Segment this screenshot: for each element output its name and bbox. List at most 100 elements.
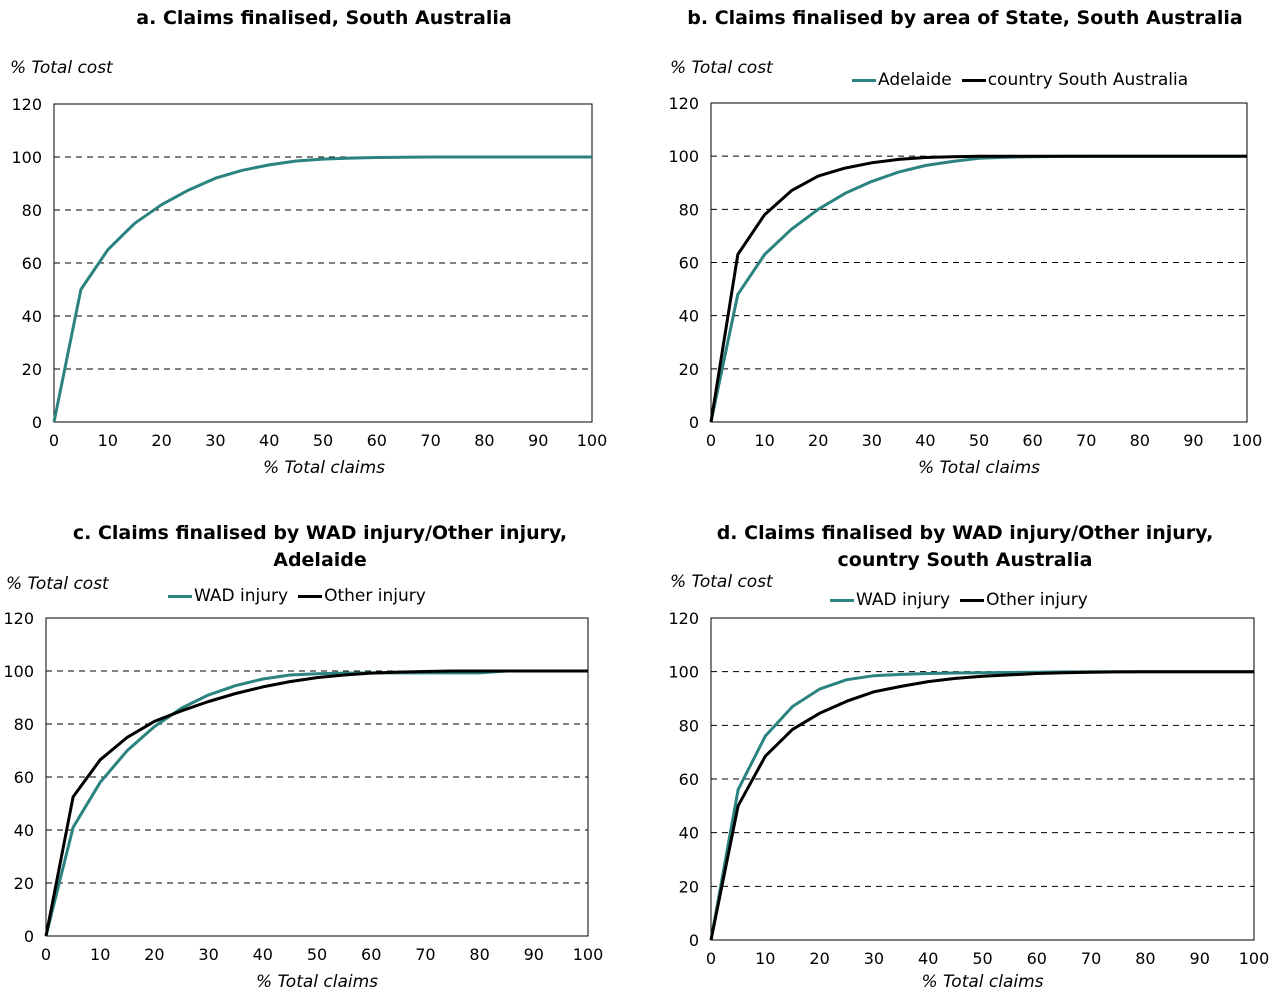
legend-item: Other injury	[960, 590, 1088, 610]
y-tick-label: 120	[3, 609, 34, 628]
x-tick-label: 70	[1076, 431, 1096, 450]
y-tick-label: 80	[679, 716, 699, 735]
x-tick-label: 30	[205, 431, 225, 450]
x-tick-label: 100	[1232, 431, 1263, 450]
legend: WAD injury Other injury	[168, 586, 436, 606]
x-tick-label: 90	[1190, 949, 1210, 968]
x-tick-label: 90	[1183, 431, 1203, 450]
legend-label: WAD injury	[194, 586, 289, 606]
y-tick-label: 0	[689, 931, 699, 950]
y-tick-label: 0	[689, 413, 699, 432]
x-axis-label: % Total claims	[917, 458, 1041, 478]
y-tick-label: 60	[679, 254, 699, 273]
y-tick-label: 100	[11, 148, 42, 167]
chart-title: d. Claims finalised by WAD injury/Other …	[716, 522, 1214, 571]
y-tick-label: 80	[679, 200, 699, 219]
legend-item: Other injury	[298, 586, 426, 606]
x-tick-label: 30	[198, 945, 218, 964]
y-tick-label: 40	[22, 307, 42, 326]
y-axis-label: % Total cost	[6, 574, 109, 594]
legend: Adelaide country South Australia	[852, 70, 1198, 90]
y-tick-label: 80	[22, 201, 42, 220]
chart-title: a. Claims finalised, South Australia	[136, 7, 512, 29]
legend-label: Other injury	[986, 590, 1088, 610]
y-axis-label: % Total cost	[670, 58, 773, 78]
x-tick-label: 0	[706, 949, 716, 968]
y-tick-label: 120	[668, 94, 699, 113]
x-tick-label: 50	[313, 431, 333, 450]
y-tick-label: 80	[14, 715, 34, 734]
plot-frame	[53, 103, 593, 423]
y-axis-label: % Total cost	[10, 58, 113, 78]
x-tick-label: 20	[151, 431, 171, 450]
legend-label: country South Australia	[987, 70, 1189, 90]
x-tick-label: 0	[706, 431, 716, 450]
y-tick-label: 60	[22, 254, 42, 273]
y-tick-label: 20	[22, 360, 42, 379]
x-tick-label: 50	[972, 949, 992, 968]
x-tick-label: 90	[524, 945, 544, 964]
y-tick-label: 60	[679, 770, 699, 789]
legend-swatch	[852, 78, 876, 82]
x-tick-label: 90	[528, 431, 548, 450]
y-tick-label: 100	[668, 147, 699, 166]
x-tick-label: 10	[755, 949, 775, 968]
x-tick-label: 60	[367, 431, 387, 450]
y-tick-label: 40	[679, 824, 699, 843]
x-tick-label: 40	[915, 431, 935, 450]
x-tick-label: 100	[573, 945, 604, 964]
x-tick-label: 20	[808, 431, 828, 450]
x-tick-label: 70	[415, 945, 435, 964]
y-axis-label: % Total cost	[670, 572, 773, 592]
series-line-0	[709, 670, 1254, 941]
y-tick-label: 20	[679, 360, 699, 379]
y-tick-label: 120	[11, 95, 42, 114]
x-tick-label: 40	[259, 431, 279, 450]
x-tick-label: 20	[144, 945, 164, 964]
x-axis-label: % Total claims	[255, 972, 379, 992]
x-tick-label: 80	[1130, 431, 1150, 450]
y-tick-label: 40	[14, 821, 34, 840]
x-tick-label: 70	[1081, 949, 1101, 968]
plot-frame	[45, 617, 589, 937]
legend-label: WAD injury	[856, 590, 951, 610]
legend-swatch	[168, 594, 192, 598]
y-tick-label: 60	[14, 768, 34, 787]
x-tick-label: 30	[862, 431, 882, 450]
x-tick-label: 80	[469, 945, 489, 964]
x-axis-label: % Total claims	[262, 458, 386, 478]
legend-label: Adelaide	[878, 70, 952, 90]
x-tick-label: 0	[49, 431, 59, 450]
legend-swatch	[961, 78, 986, 82]
x-tick-label: 0	[41, 945, 51, 964]
legend-label: Other injury	[324, 586, 426, 606]
x-tick-label: 10	[98, 431, 118, 450]
x-tick-label: 10	[90, 945, 110, 964]
plot-frame	[710, 617, 1255, 941]
x-tick-label: 100	[577, 431, 608, 450]
x-tick-label: 20	[809, 949, 829, 968]
legend: WAD injury Other injury	[830, 590, 1098, 610]
x-tick-label: 40	[918, 949, 938, 968]
series-line-1	[709, 670, 1254, 941]
x-tick-label: 30	[864, 949, 884, 968]
legend-item: WAD injury	[830, 590, 950, 610]
series-line-1	[709, 154, 1247, 423]
legend-swatch	[830, 598, 854, 602]
x-tick-label: 80	[1135, 949, 1155, 968]
legend-swatch	[298, 594, 323, 598]
y-tick-label: 0	[24, 927, 34, 946]
series-line-1	[44, 669, 588, 937]
x-tick-label: 60	[1022, 431, 1042, 450]
y-tick-label: 20	[679, 877, 699, 896]
series-line-0	[52, 155, 592, 423]
x-tick-label: 60	[1027, 949, 1047, 968]
legend-item: country South Australia	[961, 70, 1189, 90]
y-tick-label: 120	[668, 609, 699, 628]
x-tick-label: 70	[420, 431, 440, 450]
x-tick-label: 80	[474, 431, 494, 450]
chart-title: b. Claims finalised by area of State, So…	[687, 7, 1243, 29]
